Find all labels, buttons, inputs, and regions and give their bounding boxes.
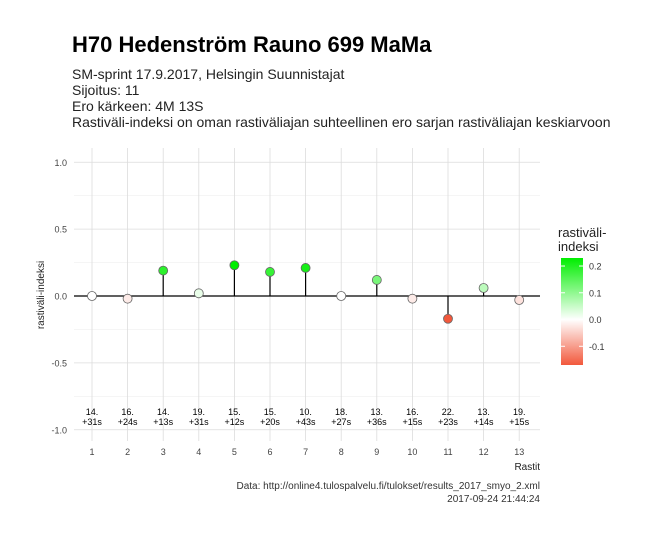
- data-point: [336, 291, 347, 301]
- annotation-diff: +14s: [474, 417, 494, 427]
- annotation-rank: 16.: [406, 407, 419, 417]
- annotation-diff: +43s: [296, 417, 316, 427]
- x-tick-label: 11: [443, 447, 452, 457]
- annotation-diff: +24s: [118, 417, 138, 427]
- y-tick-label: 0.5: [54, 225, 67, 235]
- annotation-diff: +36s: [367, 417, 387, 427]
- annotation-diff: +12s: [225, 417, 245, 427]
- annotation-rank: 13.: [477, 407, 490, 417]
- y-tick-label: -1.0: [51, 425, 67, 435]
- timestamp: 2017-09-24 21:44:24: [447, 494, 540, 505]
- subtitle-placement: Sijoitus: 11: [72, 82, 140, 98]
- data-point: [514, 295, 525, 305]
- annotation-rank: 10.: [299, 407, 312, 417]
- x-tick-label: 2: [125, 447, 130, 457]
- annotation-rank: 19.: [513, 407, 526, 417]
- legend-tick-label: -0.1: [589, 342, 605, 352]
- y-axis-label: rastiväli-indeksi: [36, 261, 47, 329]
- x-tick-label: 5: [232, 447, 237, 457]
- x-tick-label: 4: [196, 447, 201, 457]
- annotation-rank: 19.: [193, 407, 206, 417]
- annotation-rank: 22.: [442, 407, 455, 417]
- annotation-diff: +31s: [189, 417, 209, 427]
- annotation-diff: +15s: [509, 417, 529, 427]
- data-point: [229, 260, 240, 271]
- data-point: [158, 265, 169, 276]
- annotation-diff: +13s: [153, 417, 173, 427]
- data-point: [193, 288, 204, 299]
- legend-title-line1: rastiväli-: [558, 225, 606, 240]
- data-point: [122, 293, 133, 304]
- annotation-rank: 14.: [157, 407, 170, 417]
- subtitle-description: Rastiväli-indeksi on oman rastiväliajan …: [72, 114, 611, 130]
- annotation-rank: 14.: [86, 407, 99, 417]
- x-tick-label: 8: [339, 447, 344, 457]
- x-tick-label: 3: [161, 447, 166, 457]
- legend-colorbar: [561, 258, 583, 365]
- x-tick-label: 6: [267, 447, 272, 457]
- y-tick-label: 1.0: [54, 158, 67, 168]
- legend-tick-label: 0.2: [589, 262, 602, 272]
- data-source: Data: http://online4.tulospalvelu.fi/tul…: [236, 481, 540, 492]
- x-tick-label: 10: [407, 447, 417, 457]
- annotation-rank: 13.: [371, 407, 384, 417]
- subtitle-gap: Ero kärkeen: 4M 13S: [72, 98, 204, 114]
- annotation-diff: +31s: [82, 417, 102, 427]
- x-tick-label: 12: [479, 447, 489, 457]
- data-point: [371, 275, 382, 285]
- data-point: [443, 313, 453, 324]
- data-point: [478, 283, 489, 293]
- data-point: [265, 267, 275, 277]
- x-tick-label: 13: [514, 447, 524, 457]
- data-point: [300, 263, 311, 273]
- annotation-diff: +15s: [403, 417, 423, 427]
- annotation-rank: 18.: [335, 407, 348, 417]
- x-tick-label: 1: [89, 447, 94, 457]
- annotation-diff: +23s: [438, 417, 458, 427]
- chart-title: H70 Hedenström Rauno 699 MaMa: [72, 32, 432, 57]
- annotation-rank: 15.: [228, 407, 241, 417]
- x-tick-label: 9: [374, 447, 379, 457]
- subtitle-race: SM-sprint 17.9.2017, Helsingin Suunnista…: [72, 66, 345, 82]
- legend-title-line2: indeksi: [558, 239, 599, 254]
- legend-tick-label: 0.1: [589, 288, 602, 298]
- y-tick-label: 0.0: [54, 292, 67, 302]
- y-tick-label: -0.5: [51, 358, 67, 368]
- color-legend: rastiväli- indeksi 0.2 0.1 0.0 -0.1: [558, 225, 606, 365]
- annotation-diff: +20s: [260, 417, 280, 427]
- annotation-rank: 15.: [264, 407, 277, 417]
- data-point: [87, 291, 97, 301]
- annotation-rank: 16.: [121, 407, 134, 417]
- annotation-diff: +27s: [331, 417, 351, 427]
- x-axis-label: Rastit: [514, 462, 540, 473]
- data-point: [407, 293, 418, 304]
- x-tick-label: 7: [303, 447, 308, 457]
- legend-tick-label: 0.0: [589, 315, 602, 325]
